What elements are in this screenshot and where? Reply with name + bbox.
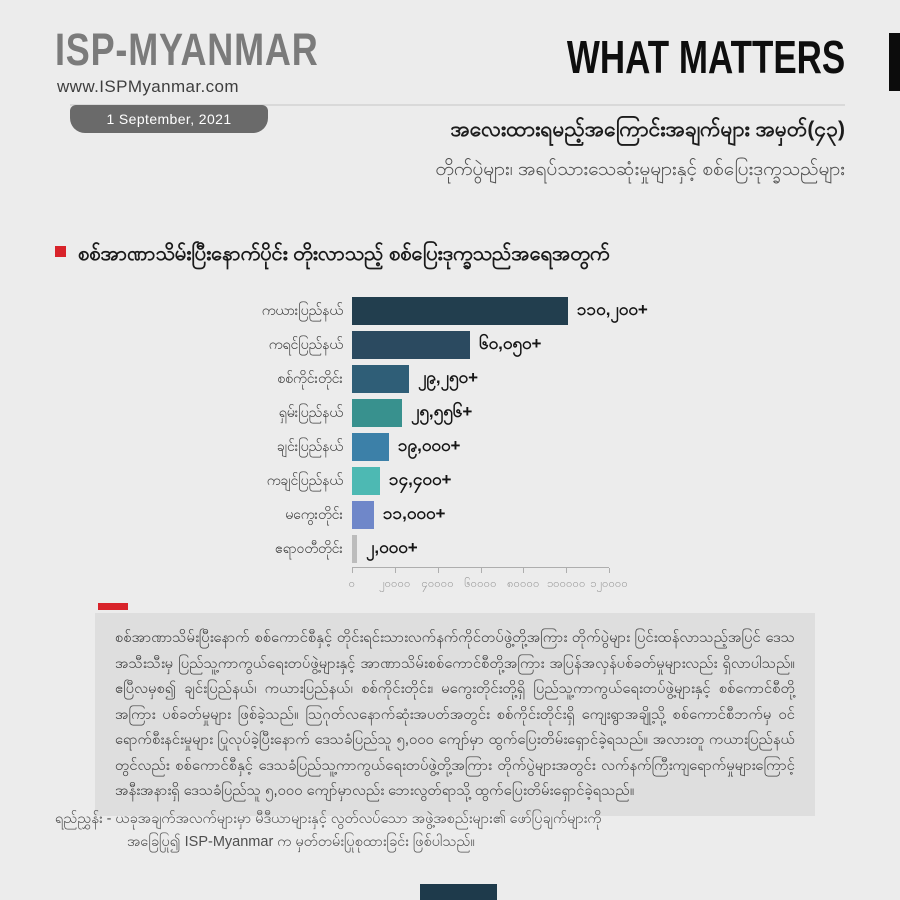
chart-rows: ကယားပြည်နယ် ၁၁၀,၂၀၀+ ကရင်ပြည်နယ် ၆၀,၀၅၀+ စစ်… bbox=[0, 294, 900, 566]
chart-row: ဧရာဝတီတိုင်း ၂,၀၀၀+ bbox=[0, 532, 900, 566]
chart-category-label: ကချင်ပြည်နယ် bbox=[266, 471, 343, 488]
chart-row: ရှမ်းပြည်နယ် ၂၅,၅၅၆+ bbox=[0, 396, 900, 430]
chart-value-label: ၂၉,၂၅၀+ bbox=[418, 367, 479, 387]
chart-bar bbox=[352, 331, 470, 359]
chart-value-label: ၂၅,၅၅၆+ bbox=[411, 401, 473, 421]
issue-subtitle: တိုက်ပွဲများ၊ အရပ်သားသေဆုံးမှုများနှင့် … bbox=[435, 159, 845, 180]
footer-line-2: အခြေပြု၍ ISP-Myanmar က မှတ်တမ်းပြုစုထားခ… bbox=[127, 834, 475, 850]
chart-bar bbox=[352, 365, 409, 393]
chart-bar bbox=[352, 467, 380, 495]
chart-bar bbox=[352, 399, 402, 427]
chart-x-axis: ၀ ၂၀၀၀၀ ၄၀၀၀၀ ၆၀၀၀၀ ၈၀၀၀၀ ၁၀၀၀၀၀ ၁၂၀၀၀၀ bbox=[349, 567, 628, 590]
chart-category-label: ကယားပြည်နယ် bbox=[261, 301, 343, 318]
masthead-title-text: WHAT MATTERS bbox=[566, 31, 845, 83]
chart-row: ချင်းပြည်နယ် ၁၉,၀၀၀+ bbox=[0, 430, 900, 464]
chart-bar bbox=[352, 535, 357, 563]
masthead-title: WHAT MATTERS bbox=[479, 30, 845, 84]
chart-category-label: ကရင်ပြည်နယ် bbox=[268, 335, 343, 352]
chart-category-label: ချင်းပြည်နယ် bbox=[276, 437, 343, 454]
red-square-bullet-icon bbox=[55, 246, 66, 257]
masthead-tab-decoration bbox=[889, 33, 900, 91]
chart-category-label: ဧရာဝတီတိုင်း bbox=[274, 539, 343, 556]
brand-logo-text: ISP-MYANMAR bbox=[55, 24, 319, 75]
section-heading: စစ်အာဏာသိမ်းပြီးနောက်ပိုင်း တိုးလာသည့် စ… bbox=[55, 240, 609, 270]
date-badge: 1 September, 2021 bbox=[70, 105, 268, 133]
issue-title: အလေးထားရမည့်အကြောင်းအချက်များ အမှတ်(၄၃) bbox=[450, 118, 845, 141]
website-url: www.ISPMyanmar.com bbox=[57, 77, 239, 96]
chart-bar bbox=[352, 501, 374, 529]
bar-chart: ကယားပြည်နယ် ၁၁၀,၂၀၀+ ကရင်ပြည်နယ် ၆၀,၀၅၀+ စစ်… bbox=[0, 294, 900, 566]
chart-row: ကရင်ပြည်နယ် ၆၀,၀၅၀+ bbox=[0, 328, 900, 362]
chart-category-label: စစ်ကိုင်းတိုင်း bbox=[277, 369, 343, 386]
header-divider bbox=[70, 104, 845, 106]
axis-tick-label: ၆၀၀၀၀ bbox=[464, 578, 497, 590]
axis-tick bbox=[480, 568, 482, 573]
footer-reference: ရည်ညွှန်း - ယခုအချက်အလက်များမှာ မီဒီယာမျ… bbox=[55, 808, 602, 854]
axis-tick-label: ၀ bbox=[348, 578, 356, 590]
section-heading-text: စစ်အာဏာသိမ်းပြီးနောက်ပိုင်း တိုးလာသည့် စ… bbox=[78, 243, 610, 265]
axis-tick bbox=[609, 568, 610, 573]
body-text-panel: စစ်အာဏာသိမ်းပြီးနောက် စစ်ကောင်စီနှင့် တိ… bbox=[95, 613, 815, 816]
axis-tick-label: ၄၀၀၀၀ bbox=[421, 578, 454, 590]
axis-tick-label: ၁၂၀၀၀၀ bbox=[590, 578, 628, 590]
chart-value-label: ၁၁,၀၀၀+ bbox=[383, 503, 446, 523]
axis-tick-label: ၂၀၀၀၀ bbox=[379, 578, 411, 590]
axis-tick-label: ၁၀၀၀၀၀ bbox=[546, 578, 586, 590]
chart-bar bbox=[352, 433, 389, 461]
brand-logo: ISP-MYANMAR bbox=[55, 24, 384, 76]
axis-tick bbox=[352, 568, 353, 573]
chart-category-label: ရှမ်းပြည်နယ် bbox=[278, 403, 343, 420]
axis-tick bbox=[523, 568, 525, 573]
brand-mark-bar bbox=[420, 884, 497, 900]
axis-tick-label: ၈၀၀၀၀ bbox=[507, 578, 540, 590]
chart-category-label: မကွေးတိုင်း bbox=[285, 505, 343, 522]
chart-value-label: ၂,၀၀၀+ bbox=[366, 537, 418, 557]
axis-tick bbox=[437, 568, 439, 573]
body-paragraph: စစ်အာဏာသိမ်းပြီးနောက် စစ်ကောင်စီနှင့် တိ… bbox=[115, 630, 795, 799]
axis-tick bbox=[566, 568, 568, 573]
chart-value-label: ၁၉,၀၀၀+ bbox=[398, 435, 461, 455]
issue-title-block: အလေးထားရမည့်အကြောင်းအချက်များ အမှတ်(၄၃) … bbox=[435, 116, 845, 185]
chart-row: ကယားပြည်နယ် ၁၁၀,၂၀၀+ bbox=[0, 294, 900, 328]
chart-row: မကွေးတိုင်း ၁၁,၀၀၀+ bbox=[0, 498, 900, 532]
footer-line-1: ရည်ညွှန်း - ယခုအချက်အလက်များမှာ မီဒီယာမျ… bbox=[55, 811, 602, 827]
chart-bar bbox=[352, 297, 568, 325]
chart-value-label: ၁၁၀,၂၀၀+ bbox=[577, 299, 648, 319]
chart-row: စစ်ကိုင်းတိုင်း ၂၉,၂၅၀+ bbox=[0, 362, 900, 396]
red-dash-accent-icon bbox=[98, 603, 128, 610]
axis-tick bbox=[394, 568, 396, 573]
chart-row: ကချင်ပြည်နယ် ၁၄,၄၀၀+ bbox=[0, 464, 900, 498]
chart-value-label: ၆၀,၀၅၀+ bbox=[479, 333, 542, 353]
chart-value-label: ၁၄,၄၀၀+ bbox=[389, 469, 452, 489]
